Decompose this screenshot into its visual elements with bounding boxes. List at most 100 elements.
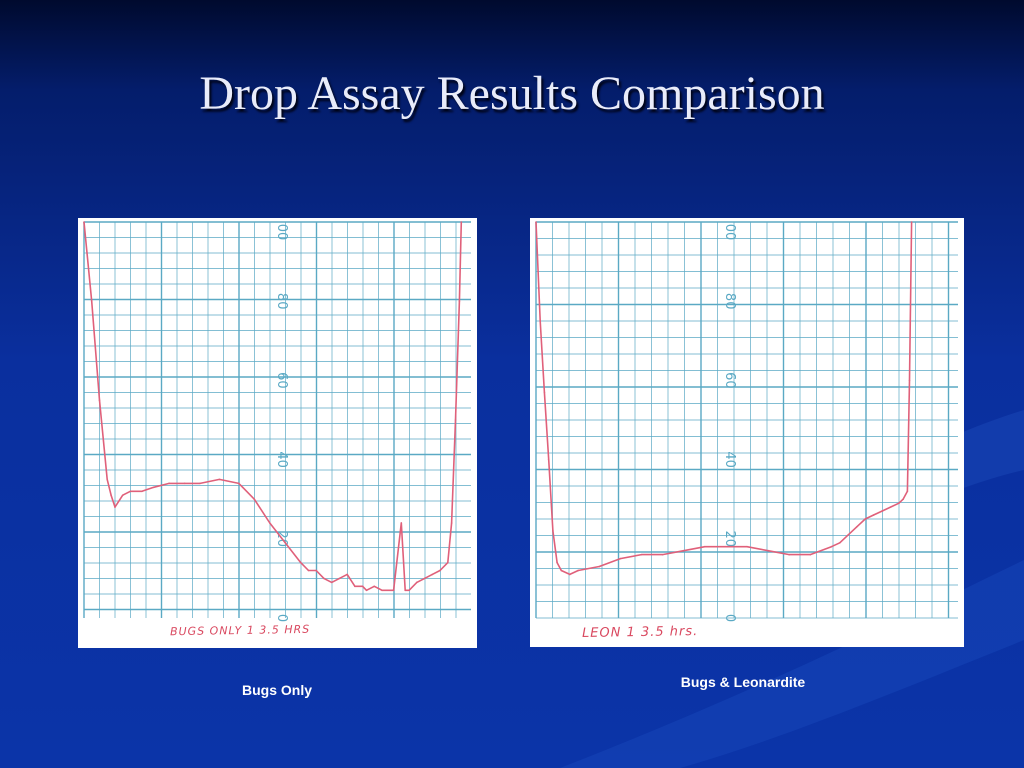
bugs-leonardite-trace-point: [855, 526, 858, 528]
chart-bugs-only: 00 80 60 40 20 0 BUGS ONLY 1 3.5 HRS: [78, 218, 477, 648]
bugs-leonardite-trace-line: [535, 221, 913, 576]
bugs-only-trace-point: [98, 399, 101, 401]
bugs-only-trace-point: [307, 569, 310, 572]
bugs-only-trace-line: [83, 221, 463, 592]
bugs-only-trace-point: [392, 589, 395, 592]
bugs-only-trace-point: [330, 581, 333, 584]
bugs-leonardite-trace-point: [864, 518, 866, 520]
bugs-leonardite-trace-point: [547, 458, 550, 461]
bugs-leonardite-trace-point: [902, 498, 904, 501]
bugs-only-trace-point: [381, 589, 383, 592]
bugs-only-trace-point: [114, 506, 116, 508]
bugs-only-trace-point: [152, 486, 155, 489]
bugs-only-trace-point: [439, 569, 441, 572]
chart-bugs-leonardite-plot: 00 80 60 40 20 0: [535, 221, 958, 622]
bugs-only-trace-point: [458, 300, 461, 302]
bugs-only-trace-point: [183, 482, 186, 485]
caption-bugs-leonardite: Bugs & Leonardite: [680, 674, 806, 690]
bugs-only-grid: [83, 221, 471, 618]
bugs-leonardite-tick-label: 20: [722, 531, 737, 548]
bugs-leonardite-trace-point: [908, 379, 911, 382]
bugs-only-trace-point: [323, 577, 325, 580]
bugs-only-trace-point: [373, 585, 376, 588]
bugs-leonardite-trace-point: [539, 320, 542, 322]
bugs-only-trace-point: [423, 577, 426, 580]
bugs-leonardite-trace-point: [598, 565, 601, 568]
bugs-only-trace-point: [106, 478, 109, 481]
bugs-only-trace-point: [431, 573, 434, 576]
bugs-only-trace-point: [408, 589, 410, 592]
bugs-only-trace-point: [110, 494, 112, 497]
bugs-leonardite-trace-point: [788, 553, 790, 556]
bugs-leonardite-tick-label: 40: [722, 451, 737, 468]
bugs-only-tick-label: 80: [274, 293, 289, 310]
bugs-leonardite-trace-point: [619, 557, 622, 560]
bugs-leonardite-trace-point: [661, 553, 664, 556]
slide-title: Drop Assay Results Comparison: [199, 67, 825, 120]
bugs-only-tick-label: 0: [274, 614, 289, 622]
bugs-leonardite-trace-point: [898, 502, 900, 504]
bugs-only-tick-label: 60: [274, 372, 289, 389]
bugs-leonardite-trace-point: [767, 549, 769, 552]
bugs-only-trace-point: [446, 561, 449, 564]
bugs-only-trace-point: [129, 490, 132, 493]
bugs-leonardite-trace-point: [640, 553, 643, 556]
bugs-leonardite-trace-point: [568, 573, 571, 576]
bugs-only-trace-point: [338, 577, 341, 580]
bugs-only-tick-label: 40: [274, 451, 289, 468]
bugs-only-tick-label: 00: [274, 224, 289, 241]
bugs-leonardite-trace-point: [910, 221, 913, 223]
bugs-only-trace-point: [168, 482, 170, 485]
bugs-leonardite-trace-point: [556, 561, 558, 564]
bugs-only-trace-point: [253, 498, 256, 501]
bugs-only-trace-point: [404, 589, 407, 592]
bugs-only-trace-point: [416, 581, 418, 584]
bugs-only-trace-point: [199, 482, 201, 485]
bugs-leonardite-trace-point: [847, 534, 850, 536]
bugs-only-trace-point: [83, 221, 85, 223]
handwritten-note-right: LEON 1 3.5 hrs.: [581, 623, 699, 642]
bugs-leonardite-trace-point: [881, 510, 883, 512]
chart-bugs-leonardite: 00 80 60 40 20 0 LEON 1 3.5 hrs.: [530, 218, 964, 647]
bugs-leonardite-trace-point: [839, 541, 841, 544]
bugs-leonardite-tick-label: 80: [722, 293, 737, 310]
bugs-leonardite-trace-point: [906, 490, 909, 493]
bugs-only-trace-point: [460, 221, 463, 223]
bugs-leonardite-trace-point: [577, 569, 579, 572]
bugs-leonardite-trace-point: [682, 549, 685, 552]
bugs-leonardite-tick-label: 0: [722, 614, 737, 622]
bugs-only-trace-point: [299, 561, 302, 564]
bugs-only-trace-point: [238, 482, 240, 485]
bugs-leonardite-trace-point: [746, 545, 748, 548]
bugs-only-trace-point: [346, 573, 348, 576]
bugs-only-trace-point: [361, 585, 364, 588]
bugs-only-trace-point: [354, 585, 356, 588]
bugs-only-trace-point: [121, 494, 124, 497]
bugs-leonardite-trace-point: [889, 506, 892, 508]
bugs-leonardite-trace-point: [809, 553, 812, 556]
bugs-leonardite-trace-point: [535, 221, 537, 223]
bugs-leonardite-trace-point: [830, 545, 833, 548]
bugs-leonardite-trace-point: [872, 514, 875, 516]
bugs-only-trace-point: [284, 541, 287, 544]
bugs-only-trace-point: [218, 478, 221, 481]
bugs-leonardite-tick-label: 60: [722, 372, 737, 389]
bugs-leonardite-trace-point: [560, 569, 563, 572]
bugs-leonardite-grid: [535, 221, 958, 619]
bugs-only-trace-point: [241, 486, 244, 489]
bugs-only-trace-point: [400, 522, 403, 524]
bugs-only-trace-point: [141, 490, 143, 493]
bugs-only-trace-point: [315, 569, 317, 572]
bugs-only-trace-point: [454, 419, 457, 421]
bugs-only-trace-point: [268, 522, 271, 524]
bugs-only-trace-point: [450, 522, 453, 524]
caption-bugs-only: Bugs Only: [241, 682, 312, 698]
bugs-leonardite-trace-point: [552, 530, 554, 532]
handwritten-note-left: BUGS ONLY 1 3.5 HRS: [169, 622, 311, 639]
bugs-leonardite-trace-point: [543, 391, 546, 394]
bugs-leonardite-trace-point: [704, 545, 706, 548]
bugs-leonardite-trace-point: [725, 545, 727, 548]
bugs-leonardite-tick-label: 00: [722, 224, 737, 241]
bugs-only-trace-point: [365, 589, 368, 592]
